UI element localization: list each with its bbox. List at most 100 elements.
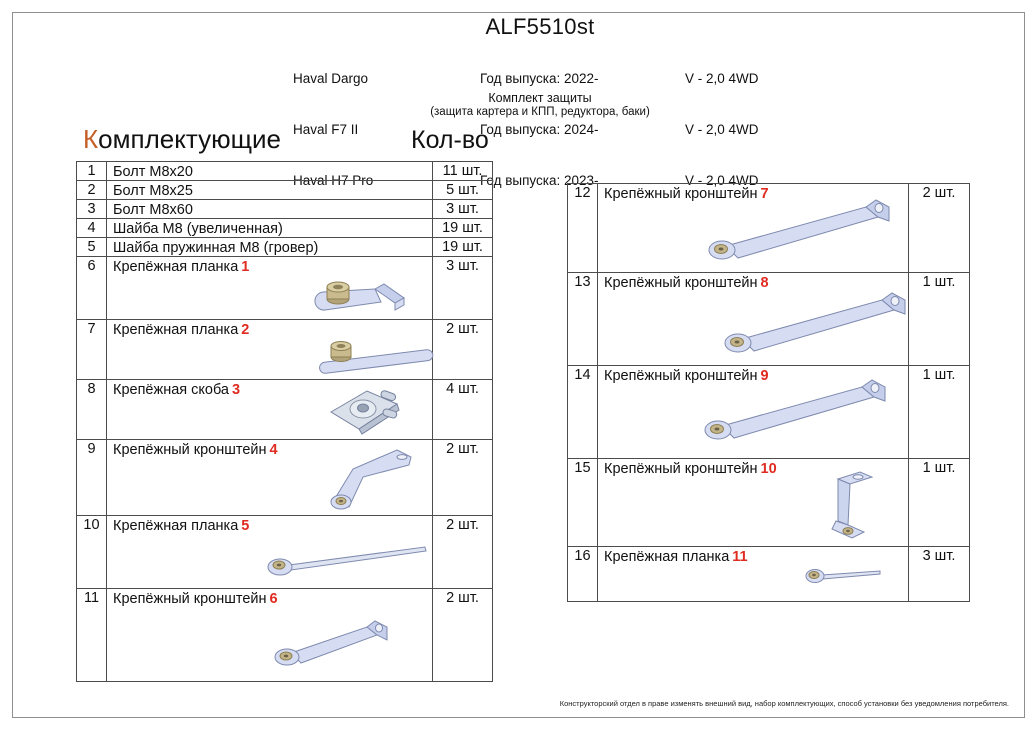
table-row: 13 Крепёжный кронштейн 8 1 шт.: [567, 272, 970, 366]
part-name-cell: Болт М8х20: [106, 161, 433, 181]
part-name: Шайба М8 (увеличенная): [107, 219, 432, 237]
parts-table-right: 12 Крепёжный кронштейн 7 2 шт. 13 Крепёжный …: [567, 183, 970, 602]
row-number-cell: 13: [567, 272, 598, 366]
part-qty-cell: 2 шт.: [432, 319, 493, 380]
part-name-cell: Крепёжный кронштейн 7: [597, 183, 909, 273]
part-qty-cell: 2 шт.: [432, 515, 493, 589]
kit-subtitle: (защита картера и КПП, редуктора, баки): [430, 106, 650, 118]
part-qty-cell: 2 шт.: [432, 588, 493, 682]
part-number: 1: [241, 259, 250, 275]
vehicle-model: Haval Dargo: [293, 71, 369, 86]
part-name-text: Крепёжная планка: [604, 549, 730, 565]
row-number-cell: 5: [76, 237, 107, 257]
part-qty-cell: 5 шт.: [432, 180, 493, 200]
part-qty-cell: 19 шт.: [432, 237, 493, 257]
part-number: 7: [760, 186, 769, 202]
row-number-cell: 11: [76, 588, 107, 682]
table-row: 1 Болт М8х20 11 шт.: [76, 161, 493, 181]
part-name-cell: Шайба пружинная М8 (гровер): [106, 237, 433, 257]
part-name: Крепёжная планка 11: [598, 547, 908, 565]
components-heading: Комплектующие: [83, 124, 281, 155]
part-number: 2: [241, 322, 250, 338]
engine-label: V - 2,0 4WD: [685, 122, 759, 137]
engine-label: V - 2,0 4WD: [685, 71, 759, 86]
table-row: 6 Крепёжная планка 1 3 шт.: [76, 256, 493, 320]
part-name: Болт М8х60: [107, 200, 432, 218]
part-name-cell: Крепёжная планка 1: [106, 256, 433, 320]
qty-heading: Кол-во: [411, 126, 489, 154]
part-name-cell: Крепёжный кронштейн 8: [597, 272, 909, 366]
strap-bracket-icon: [269, 615, 397, 677]
part-name-text: Крепёжная планка: [113, 322, 239, 338]
part-name-cell: Крепёжная планка 2: [106, 319, 434, 380]
year-label: Год выпуска: 2022-: [480, 71, 599, 86]
table-row: 2 Болт М8х25 5 шт.: [76, 180, 493, 200]
row-number-cell: 7: [76, 319, 107, 380]
part-name: Крепёжная планка 1: [107, 257, 432, 275]
row-number-cell: 4: [76, 218, 107, 238]
part-name: Крепёжный кронштейн 4: [107, 440, 432, 458]
year-label: Год выпуска: 2024-: [480, 122, 599, 137]
table-row: 14 Крепёжный кронштейн 9 1 шт.: [567, 365, 970, 459]
page-title: ALF5510st: [485, 14, 595, 39]
part-name: Крепёжная планка 2: [107, 320, 432, 338]
part-name-cell: Крепёжная планка 5: [106, 515, 433, 589]
short-rod-eyelet-icon: [802, 563, 884, 593]
part-name-text: Крепёжная планка: [113, 259, 239, 275]
table-row: 4 Шайба М8 (увеличенная) 19 шт.: [76, 218, 493, 238]
row-number-cell: 9: [76, 439, 107, 516]
kit-title: Комплект защиты: [488, 91, 592, 105]
part-name-cell: Крепёжный кронштейн 6: [106, 588, 433, 682]
part-name-cell: Крепёжный кронштейн 10: [597, 458, 909, 547]
part-name-cell: Крепёжный кронштейн 4: [106, 439, 433, 516]
part-number: 5: [241, 518, 250, 534]
part-name: Крепёжная скоба 3: [107, 380, 432, 398]
table-row: 16 Крепёжная планка 11 3 шт.: [567, 546, 970, 602]
part-number: 9: [760, 368, 769, 384]
row-number-cell: 15: [567, 458, 598, 547]
table-row: 10 Крепёжная планка 5 2 шт.: [76, 515, 493, 589]
strap-bracket-long-icon: [714, 287, 914, 365]
row-number-cell: 8: [76, 379, 107, 440]
components-heading-rest: омплектующие: [98, 124, 281, 154]
part-name-cell: Крепёжный кронштейн 9: [597, 365, 909, 459]
part-name: Болт М8х25: [107, 181, 432, 199]
part-number: 10: [760, 461, 777, 477]
part-name-text: Болт М8х60: [113, 202, 193, 218]
row-number-cell: 6: [76, 256, 107, 320]
part-name: Крепёжная планка 5: [107, 516, 432, 534]
part-name-text: Болт М8х20: [113, 164, 193, 180]
part-name-cell: Крепёжная планка 11: [597, 546, 909, 602]
part-name: Крепёжный кронштейн 7: [598, 184, 908, 202]
part-name-text: Крепёжный кронштейн: [113, 442, 267, 458]
table-row: 5 Шайба пружинная М8 (гровер) 19 шт.: [76, 237, 493, 257]
part-name-text: Крепёжный кронштейн: [604, 186, 758, 202]
part-qty-cell: 3 шт.: [432, 256, 493, 320]
part-name: Крепёжный кронштейн 9: [598, 366, 908, 384]
part-qty-cell: 1 шт.: [908, 458, 970, 547]
part-number: 3: [232, 382, 241, 398]
table-row: 9 Крепёжный кронштейн 4 2 шт.: [76, 439, 493, 516]
vehicle-model: Haval F7 II: [293, 122, 359, 137]
row-number-cell: 14: [567, 365, 598, 459]
part-name-cell: Крепёжная скоба 3: [106, 379, 433, 440]
part-name: Крепёжный кронштейн 10: [598, 459, 908, 477]
components-heading-accent-letter: К: [83, 124, 99, 154]
part-name-text: Шайба М8 (увеличенная): [113, 221, 283, 237]
part-name-cell: Болт М8х25: [106, 180, 433, 200]
strap-bracket-long-icon: [698, 194, 898, 272]
part-qty-cell: 1 шт.: [908, 272, 970, 366]
part-qty-cell: 11 шт.: [432, 161, 493, 181]
part-number: 8: [760, 275, 769, 291]
part-qty-cell: 19 шт.: [432, 218, 493, 238]
part-qty-cell: 3 шт.: [432, 199, 493, 219]
row-number-cell: 16: [567, 546, 598, 602]
table-row: 12 Крепёжный кронштейн 7 2 шт.: [567, 183, 970, 273]
row-number-cell: 10: [76, 515, 107, 589]
strap-bracket-long-icon: [694, 374, 894, 452]
part-name-text: Крепёжный кронштейн: [604, 368, 758, 384]
table-row: 8 Крепёжная скоба 3 4 шт.: [76, 379, 493, 440]
page-border-frame: [12, 12, 1025, 718]
part-name-text: Шайба пружинная М8 (гровер): [113, 240, 319, 256]
